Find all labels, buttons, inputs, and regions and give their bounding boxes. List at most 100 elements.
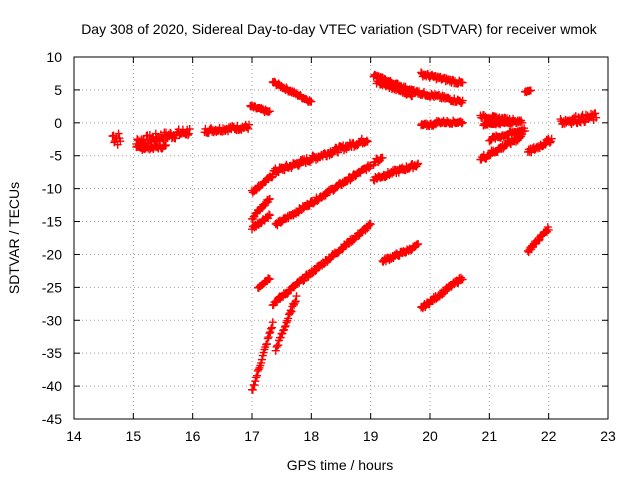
axis-ticks xyxy=(73,56,609,420)
data-point xyxy=(262,339,271,348)
data-point xyxy=(286,306,295,315)
data-point xyxy=(591,109,600,118)
data-point xyxy=(245,120,254,129)
data-point xyxy=(458,78,467,87)
y-tick-labels: -45 -40 -35 -30 -25 -20 -15 -10 -5 0 5 10 xyxy=(42,49,62,427)
y-tick-label: -20 xyxy=(42,246,62,262)
chart-title: Day 308 of 2020, Sidereal Day-to-day VTE… xyxy=(81,21,598,37)
y-tick-label: 10 xyxy=(46,49,62,65)
data-point xyxy=(520,126,529,135)
data-point xyxy=(299,277,308,286)
data-point xyxy=(458,275,467,284)
data-point xyxy=(534,236,543,245)
data-point xyxy=(265,329,274,338)
y-tick-label: -40 xyxy=(42,378,62,394)
data-point xyxy=(264,333,273,342)
y-tick-label: 0 xyxy=(54,115,62,131)
data-point xyxy=(254,365,263,374)
data-point xyxy=(307,97,316,106)
data-point xyxy=(295,161,304,170)
data-point xyxy=(185,124,194,133)
data-point xyxy=(263,334,272,343)
data-point xyxy=(252,371,261,380)
data-point xyxy=(268,318,277,327)
data-point xyxy=(292,292,301,301)
data-point xyxy=(274,341,283,350)
data-point xyxy=(276,218,285,227)
data-point xyxy=(584,114,593,123)
y-axis-label: SDTVAR / TECUs xyxy=(6,182,22,294)
data-point xyxy=(516,117,525,126)
data-point xyxy=(287,163,296,172)
data-point xyxy=(457,119,466,128)
data-point xyxy=(252,373,261,382)
data-point xyxy=(362,136,371,145)
data-point xyxy=(264,108,273,117)
data-point xyxy=(575,117,584,126)
data-point xyxy=(265,211,274,220)
x-tick-label: 17 xyxy=(244,428,260,444)
y-tick-label: -25 xyxy=(42,279,62,295)
data-point xyxy=(265,274,274,283)
y-tick-label: -45 xyxy=(42,411,62,427)
y-tick-label: -30 xyxy=(42,312,62,328)
data-point xyxy=(248,385,257,394)
x-tick-label: 21 xyxy=(482,428,498,444)
data-point xyxy=(363,137,372,146)
data-point xyxy=(312,266,321,275)
data-point xyxy=(171,134,180,143)
data-point xyxy=(458,96,467,105)
x-tick-label: 18 xyxy=(304,428,320,444)
y-tick-label: -5 xyxy=(50,148,63,164)
plot-frame xyxy=(73,56,609,420)
data-point xyxy=(257,355,266,364)
data-point xyxy=(414,159,423,168)
data-point xyxy=(244,124,253,133)
data-point xyxy=(456,273,465,282)
data-point xyxy=(366,220,375,229)
x-tick-label: 22 xyxy=(541,428,557,444)
data-point xyxy=(287,307,296,316)
data-point xyxy=(526,86,535,95)
y-tick-label: -15 xyxy=(42,214,62,230)
y-tick-label: 5 xyxy=(54,82,62,98)
data-point xyxy=(569,117,578,126)
data-point xyxy=(116,137,125,146)
data-point xyxy=(541,140,550,149)
data-point xyxy=(408,91,417,100)
data-point xyxy=(547,134,556,143)
data-point xyxy=(342,177,351,186)
data-point xyxy=(267,324,276,333)
x-tick-label: 16 xyxy=(185,428,201,444)
data-point xyxy=(284,314,293,323)
data-point xyxy=(456,117,465,126)
data-point xyxy=(378,153,387,162)
grid xyxy=(74,57,608,419)
data-point xyxy=(271,346,280,355)
data-point xyxy=(250,381,259,390)
data-point xyxy=(305,96,314,105)
x-tick-label: 23 xyxy=(600,428,616,444)
data-point xyxy=(161,141,170,150)
x-tick-label: 20 xyxy=(422,428,438,444)
data-point xyxy=(265,107,274,116)
data-point xyxy=(414,239,423,248)
data-point xyxy=(374,158,383,167)
data-point xyxy=(291,297,300,306)
data-point xyxy=(251,377,260,386)
x-tick-label: 19 xyxy=(363,428,379,444)
data-points xyxy=(108,68,601,394)
data-point xyxy=(545,138,554,147)
data-point xyxy=(413,160,422,169)
x-tick-label: 14 xyxy=(66,428,82,444)
data-point xyxy=(114,129,123,138)
x-tick-label: 15 xyxy=(126,428,142,444)
data-point xyxy=(458,118,467,127)
y-tick-label: -35 xyxy=(42,345,62,361)
data-point xyxy=(276,333,285,342)
data-point xyxy=(267,323,276,332)
data-point xyxy=(161,141,170,150)
data-point xyxy=(543,227,552,236)
data-point xyxy=(282,318,291,327)
